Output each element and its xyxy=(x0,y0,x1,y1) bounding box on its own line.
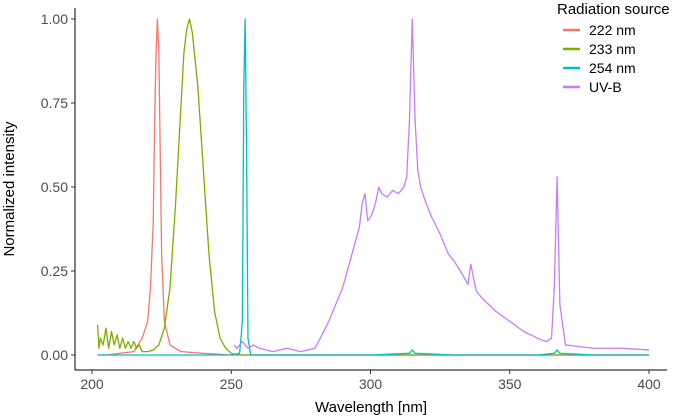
legend-label: 233 nm xyxy=(589,41,636,57)
y-tick-label: 0.00 xyxy=(41,347,68,363)
x-tick-label: 300 xyxy=(359,376,383,392)
y-tick-label: 0.50 xyxy=(41,179,68,195)
y-tick-label: 0.25 xyxy=(41,263,68,279)
x-tick-label: 350 xyxy=(498,376,522,392)
legend-label: 254 nm xyxy=(589,60,636,76)
series-line-2 xyxy=(96,18,649,356)
series-line-1 xyxy=(97,18,649,356)
y-axis-ticks: 0.00 0.25 0.50 0.75 1.00 xyxy=(41,11,75,363)
legend: Radiation source 222 nm 233 nm 254 nm UV-B xyxy=(557,1,670,95)
axes: 200 250 300 350 400 0.00 0.25 0.50 0.75 1.00 xyxy=(41,8,667,392)
y-axis-title: Normalized intensity xyxy=(1,121,18,257)
plot-area xyxy=(96,18,650,356)
legend-label: UV-B xyxy=(589,79,622,95)
x-axis-title: Wavelength [nm] xyxy=(315,399,427,416)
legend-label: 222 nm xyxy=(589,22,636,38)
x-axis-ticks: 200 250 300 350 400 xyxy=(80,370,661,392)
y-tick-label: 0.75 xyxy=(41,95,68,111)
legend-items: 222 nm 233 nm 254 nm UV-B xyxy=(563,22,636,95)
x-tick-label: 250 xyxy=(220,376,244,392)
series-line-3 xyxy=(97,18,649,356)
series-line-4 xyxy=(233,18,650,353)
legend-title: Radiation source xyxy=(557,1,670,18)
x-tick-label: 400 xyxy=(637,376,661,392)
y-tick-label: 1.00 xyxy=(41,11,68,27)
x-tick-label: 200 xyxy=(80,376,104,392)
